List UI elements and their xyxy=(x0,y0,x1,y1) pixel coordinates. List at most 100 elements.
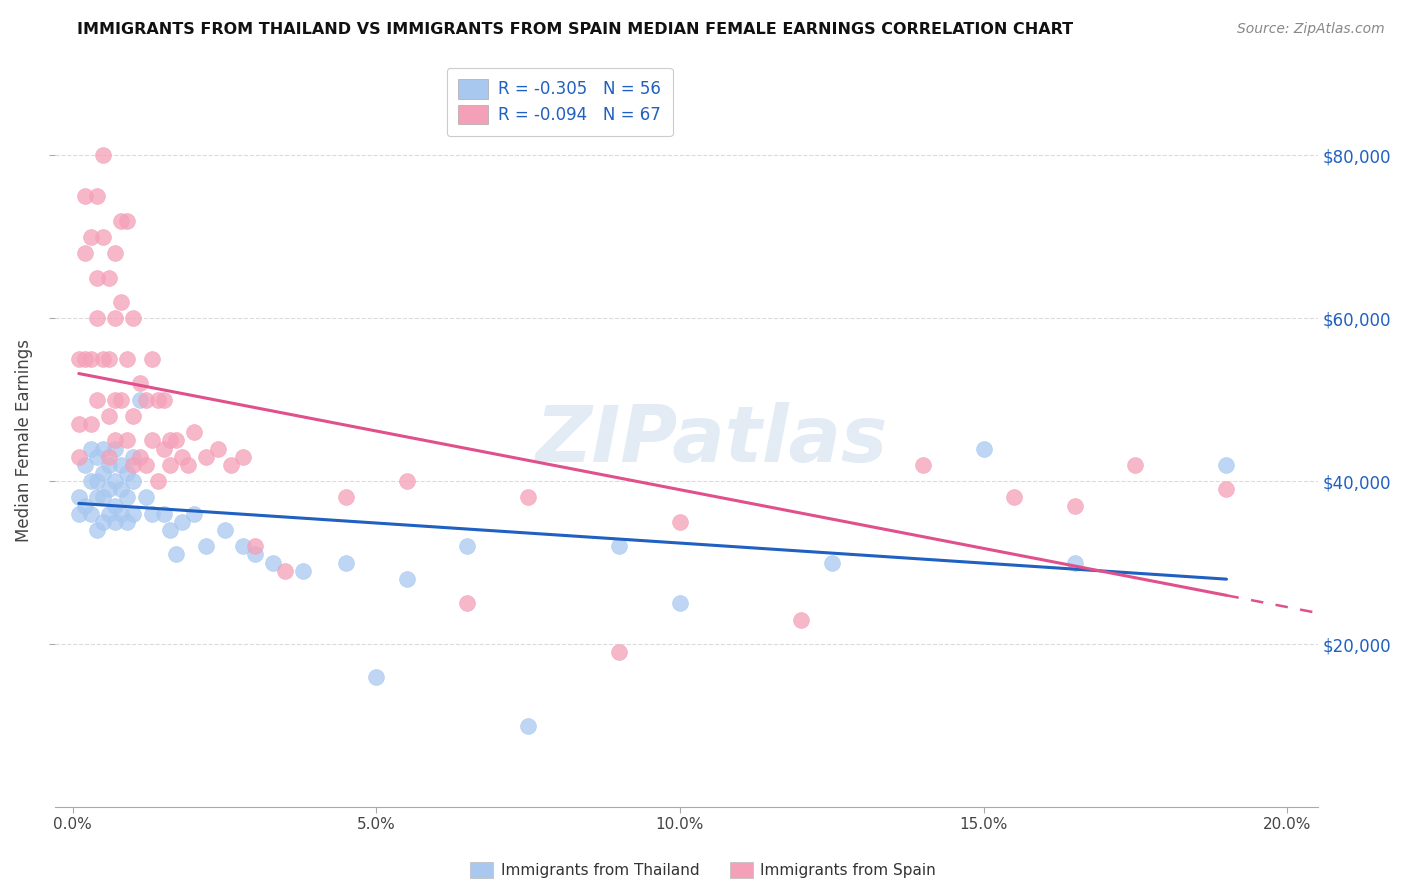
Point xyxy=(159,523,181,537)
Point xyxy=(91,466,114,480)
Point xyxy=(122,458,145,472)
Point xyxy=(821,556,844,570)
Point xyxy=(110,483,132,497)
Point xyxy=(159,458,181,472)
Point xyxy=(67,351,90,366)
Point xyxy=(73,499,96,513)
Point xyxy=(1215,483,1237,497)
Point xyxy=(153,442,176,456)
Point xyxy=(80,474,103,488)
Point xyxy=(911,458,934,472)
Point xyxy=(73,351,96,366)
Point xyxy=(117,466,139,480)
Point xyxy=(110,392,132,407)
Point xyxy=(607,539,630,553)
Point xyxy=(517,491,540,505)
Point xyxy=(80,442,103,456)
Point xyxy=(292,564,315,578)
Point xyxy=(170,515,193,529)
Point xyxy=(110,507,132,521)
Point xyxy=(128,376,150,391)
Point xyxy=(219,458,242,472)
Point xyxy=(98,483,121,497)
Point xyxy=(146,474,169,488)
Point xyxy=(456,539,478,553)
Point xyxy=(104,311,127,326)
Point xyxy=(195,539,218,553)
Point xyxy=(170,450,193,464)
Point xyxy=(104,392,127,407)
Point xyxy=(86,311,108,326)
Point xyxy=(973,442,995,456)
Point xyxy=(67,507,90,521)
Point xyxy=(183,425,205,440)
Point xyxy=(98,351,121,366)
Point xyxy=(335,491,357,505)
Point xyxy=(122,474,145,488)
Legend: Immigrants from Thailand, Immigrants from Spain: Immigrants from Thailand, Immigrants fro… xyxy=(464,856,942,884)
Point xyxy=(86,270,108,285)
Point xyxy=(86,474,108,488)
Point xyxy=(67,491,90,505)
Point xyxy=(122,409,145,423)
Point xyxy=(335,556,357,570)
Point xyxy=(122,507,145,521)
Point xyxy=(110,213,132,227)
Point xyxy=(91,491,114,505)
Y-axis label: Median Female Earnings: Median Female Earnings xyxy=(15,339,32,542)
Point xyxy=(669,515,692,529)
Point xyxy=(98,458,121,472)
Point xyxy=(790,613,813,627)
Point xyxy=(86,523,108,537)
Point xyxy=(117,515,139,529)
Point xyxy=(153,507,176,521)
Point xyxy=(104,499,127,513)
Point xyxy=(177,458,200,472)
Point xyxy=(98,270,121,285)
Point xyxy=(104,442,127,456)
Point xyxy=(141,351,163,366)
Point xyxy=(183,507,205,521)
Legend: R = -0.305   N = 56, R = -0.094   N = 67: R = -0.305 N = 56, R = -0.094 N = 67 xyxy=(447,68,673,136)
Point xyxy=(91,229,114,244)
Point xyxy=(86,189,108,203)
Point xyxy=(73,189,96,203)
Point xyxy=(128,450,150,464)
Point xyxy=(274,564,297,578)
Point xyxy=(67,450,90,464)
Text: Source: ZipAtlas.com: Source: ZipAtlas.com xyxy=(1237,22,1385,37)
Point xyxy=(91,351,114,366)
Point xyxy=(1215,458,1237,472)
Point xyxy=(456,596,478,610)
Point xyxy=(1063,499,1085,513)
Point xyxy=(91,515,114,529)
Point xyxy=(232,539,254,553)
Point xyxy=(232,450,254,464)
Point xyxy=(98,507,121,521)
Point xyxy=(110,458,132,472)
Point xyxy=(128,392,150,407)
Point xyxy=(104,434,127,448)
Point xyxy=(1063,556,1085,570)
Point xyxy=(104,246,127,260)
Point xyxy=(366,670,388,684)
Point xyxy=(86,491,108,505)
Point xyxy=(243,539,266,553)
Point xyxy=(104,474,127,488)
Point xyxy=(117,351,139,366)
Point xyxy=(214,523,236,537)
Point xyxy=(165,434,187,448)
Point xyxy=(91,148,114,162)
Point xyxy=(80,229,103,244)
Point xyxy=(153,392,176,407)
Point xyxy=(243,548,266,562)
Point xyxy=(86,392,108,407)
Point xyxy=(135,392,157,407)
Point xyxy=(262,556,284,570)
Point xyxy=(395,474,418,488)
Point xyxy=(141,507,163,521)
Point xyxy=(110,295,132,310)
Point xyxy=(135,491,157,505)
Point xyxy=(135,458,157,472)
Point xyxy=(141,434,163,448)
